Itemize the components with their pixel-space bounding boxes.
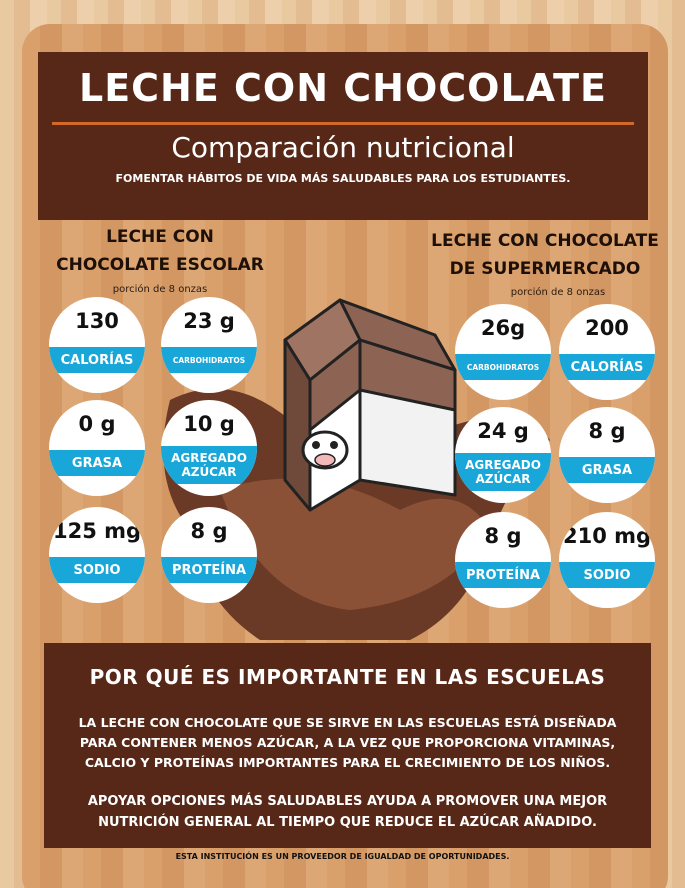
heading-line: DE SUPERMERCADO [449,259,641,279]
title: LECHE CON CHOCOLATE [78,66,607,110]
nutrient-label: AGREGADO [171,451,247,465]
splash-highlight [220,478,490,610]
nutrient-value: 24 g [477,419,529,443]
nutrient-value: 130 [75,309,119,333]
nutrient-label: AZÚCAR [181,465,237,479]
nutrient-band: PROTEÍNA [455,562,551,588]
nutrient-circle: 10 g AGREGADO AZÚCAR [161,400,257,496]
nutrient-value: 210 mg [562,524,652,548]
nutrient-label: PROTEÍNA [465,567,541,583]
nutrient-circle: 0 g GRASA [49,400,145,496]
nutrient-band: GRASA [49,450,145,476]
nutrient-circle: 23 g CARBOHIDRATOS [161,297,257,393]
nutrient-value: 10 g [183,412,235,436]
nutrient-value: 26g [480,316,526,340]
nutrient-band: AGREGADO AZÚCAR [161,446,257,484]
nutrient-band: CALORÍAS [49,347,145,373]
nutrient-label: GRASA [581,462,633,478]
serving: porción de 8 onzas [510,287,606,298]
paragraph: LA LECHE CON CHOCOLATE QUE SE SIRVE EN L… [78,715,617,770]
illustration [163,298,551,640]
nutrient-label: CARBOHIDRATOS [172,355,246,365]
nutrient-band: SODIO [559,562,655,588]
serving: porción de 8 onzas [112,284,208,295]
nutrient-label: CALORÍAS [570,359,644,375]
footer: ESTA INSTITUCIÓN ES UN PROVEEDOR DE IGUA… [175,852,510,861]
nutrient-label: GRASA [71,455,123,471]
nutrient-value: 0 g [78,412,116,436]
nutrient-value: 8 g [588,419,626,443]
nutrient-band: SODIO [49,557,145,583]
heading-line: LECHE CON CHOCOLATE [431,231,659,251]
nutrient-band: CARBOHIDRATOS [161,347,257,373]
nutrient-band: CARBOHIDRATOS [455,354,551,380]
divider [52,122,634,125]
nutrient-value: 125 mg [52,519,142,543]
nutrient-circle: 24 g AGREGADO AZÚCAR [455,407,551,503]
nutrient-circle: 26g CARBOHIDRATOS [455,304,551,400]
nutrient-circle: 8 g GRASA [559,407,655,503]
nutrient-band: GRASA [559,457,655,483]
importance-box: POR QUÉ ES IMPORTANTE EN LAS ESCUELAS LA… [44,643,651,848]
nutrient-value: 23 g [183,309,235,333]
nutrient-label: SODIO [583,567,631,583]
nutrient-label: CARBOHIDRATOS [466,362,540,372]
paragraph: APOYAR OPCIONES MÁS SALUDABLES AYUDA A P… [87,794,608,830]
nutrient-label: AZÚCAR [475,472,531,486]
milk-carton [283,298,457,512]
nutrient-circle: 210 mg SODIO [559,512,655,608]
nutrient-circle: 130 CALORÍAS [49,297,145,393]
nutrient-circle: 125 mg SODIO [49,507,145,603]
nutrient-label: PROTEÍNA [171,562,247,578]
header-box: LECHE CON CHOCOLATE Comparación nutricio… [38,52,648,220]
nutrient-label: CALORÍAS [60,352,134,368]
nutrient-circle: 8 g PROTEÍNA [455,512,551,608]
importance-title: POR QUÉ ES IMPORTANTE EN LAS ESCUELAS [89,665,606,689]
nutrient-value: 8 g [190,519,228,543]
nutrient-circle: 200 CALORÍAS [559,304,655,400]
left-heading: LECHE CON CHOCOLATE ESCOLAR [30,223,290,279]
nutrient-band: PROTEÍNA [161,557,257,583]
nutrient-value: 8 g [484,524,522,548]
nutrient-label: SODIO [73,562,121,578]
heading-line: LECHE CON [106,227,214,247]
nutrient-band: CALORÍAS [559,354,655,380]
nutrient-label: AGREGADO [465,458,541,472]
subtitle: Comparación nutricional [171,131,515,164]
heading-line: CHOCOLATE ESCOLAR [56,255,264,275]
tagline: FOMENTAR HÁBITOS DE VIDA MÁS SALUDABLES … [115,172,571,185]
nutrient-band: AGREGADO AZÚCAR [455,453,551,491]
nutrient-value: 200 [585,316,629,340]
nutrient-circle: 8 g PROTEÍNA [161,507,257,603]
right-heading: LECHE CON CHOCOLATE DE SUPERMERCADO [415,227,675,283]
